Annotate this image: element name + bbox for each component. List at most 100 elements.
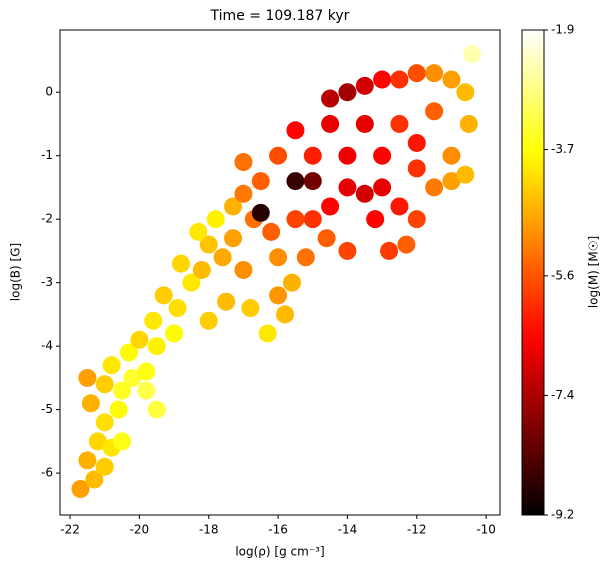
y-tick-label: -5 bbox=[41, 402, 53, 416]
point bbox=[442, 70, 461, 89]
point bbox=[380, 241, 399, 260]
point bbox=[165, 324, 184, 343]
point bbox=[147, 337, 166, 356]
point bbox=[366, 210, 385, 229]
point bbox=[397, 235, 416, 254]
point bbox=[390, 70, 409, 89]
point bbox=[262, 222, 281, 241]
point bbox=[303, 172, 322, 191]
point bbox=[234, 184, 253, 203]
point bbox=[463, 45, 482, 64]
point bbox=[373, 178, 392, 197]
point bbox=[95, 457, 114, 476]
chart-title: Time = 109.187 kyr bbox=[210, 8, 350, 24]
point bbox=[282, 273, 301, 292]
x-tick-label: -16 bbox=[268, 523, 288, 537]
point bbox=[407, 159, 426, 178]
point bbox=[355, 76, 374, 95]
point bbox=[269, 146, 288, 165]
x-axis-label: log(ρ) [g cm⁻³] bbox=[235, 545, 324, 559]
colorbar-label: log(M) [M☉] bbox=[587, 236, 601, 308]
x-tick-label: -20 bbox=[130, 523, 150, 537]
point bbox=[88, 432, 107, 451]
point bbox=[442, 146, 461, 165]
point bbox=[425, 64, 444, 83]
x-tick-label: -22 bbox=[60, 523, 80, 537]
point bbox=[213, 248, 232, 267]
point bbox=[303, 146, 322, 165]
y-tick-label: -6 bbox=[41, 466, 53, 480]
point bbox=[192, 260, 211, 279]
point bbox=[137, 362, 156, 381]
colorbar-tick-label: -7.4 bbox=[551, 388, 574, 402]
point bbox=[234, 260, 253, 279]
point bbox=[130, 330, 149, 349]
point bbox=[182, 273, 201, 292]
x-tick-label: -18 bbox=[199, 523, 219, 537]
point bbox=[355, 184, 374, 203]
point bbox=[234, 153, 253, 172]
colorbar-tick-label: -1.9 bbox=[551, 23, 574, 37]
colorbar-tick-label: -3.7 bbox=[551, 142, 574, 156]
point bbox=[78, 368, 97, 387]
point bbox=[338, 178, 357, 197]
point bbox=[144, 311, 163, 330]
point bbox=[390, 114, 409, 133]
point bbox=[224, 229, 243, 248]
point bbox=[71, 479, 90, 498]
point bbox=[137, 381, 156, 400]
y-tick-label: -3 bbox=[41, 275, 53, 289]
point bbox=[407, 64, 426, 83]
point bbox=[113, 432, 132, 451]
point bbox=[286, 210, 305, 229]
y-tick-label: 0 bbox=[45, 85, 53, 99]
colorbar-tick-label: -9.2 bbox=[551, 508, 574, 522]
point bbox=[113, 381, 132, 400]
point bbox=[276, 305, 295, 324]
point bbox=[338, 83, 357, 102]
x-tick-label: -10 bbox=[476, 523, 496, 537]
point bbox=[123, 368, 142, 387]
point bbox=[172, 254, 191, 273]
point bbox=[109, 400, 128, 419]
point bbox=[241, 299, 260, 318]
point bbox=[189, 222, 208, 241]
point bbox=[206, 210, 225, 229]
point bbox=[407, 133, 426, 152]
point bbox=[81, 394, 100, 413]
point bbox=[154, 286, 173, 305]
point bbox=[338, 241, 357, 260]
y-tick-label: -2 bbox=[41, 212, 53, 226]
point bbox=[459, 114, 478, 133]
point bbox=[251, 203, 270, 222]
point bbox=[251, 172, 270, 191]
point bbox=[303, 210, 322, 229]
point bbox=[456, 83, 475, 102]
point bbox=[199, 311, 218, 330]
colorbar-tick-label: -5.6 bbox=[551, 268, 574, 282]
point bbox=[199, 235, 218, 254]
point bbox=[355, 114, 374, 133]
point bbox=[269, 248, 288, 267]
point bbox=[286, 121, 305, 140]
x-tick-label: -14 bbox=[338, 523, 358, 537]
point bbox=[296, 248, 315, 267]
point bbox=[95, 375, 114, 394]
point bbox=[85, 470, 104, 489]
point bbox=[373, 70, 392, 89]
point bbox=[258, 324, 277, 343]
point bbox=[78, 451, 97, 470]
point bbox=[321, 89, 340, 108]
point bbox=[425, 102, 444, 121]
x-tick-label: -12 bbox=[407, 523, 427, 537]
colorbar bbox=[521, 29, 545, 516]
point bbox=[95, 413, 114, 432]
point bbox=[168, 299, 187, 318]
point bbox=[442, 172, 461, 191]
point bbox=[119, 343, 138, 362]
y-tick-label: -1 bbox=[41, 148, 53, 162]
point bbox=[286, 172, 305, 191]
point bbox=[321, 114, 340, 133]
point bbox=[338, 146, 357, 165]
